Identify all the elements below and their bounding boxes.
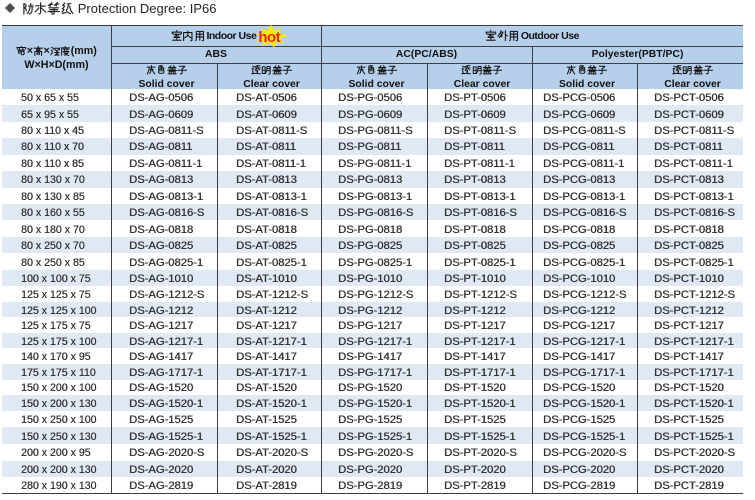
svg-text:hot: hot [259,29,281,46]
